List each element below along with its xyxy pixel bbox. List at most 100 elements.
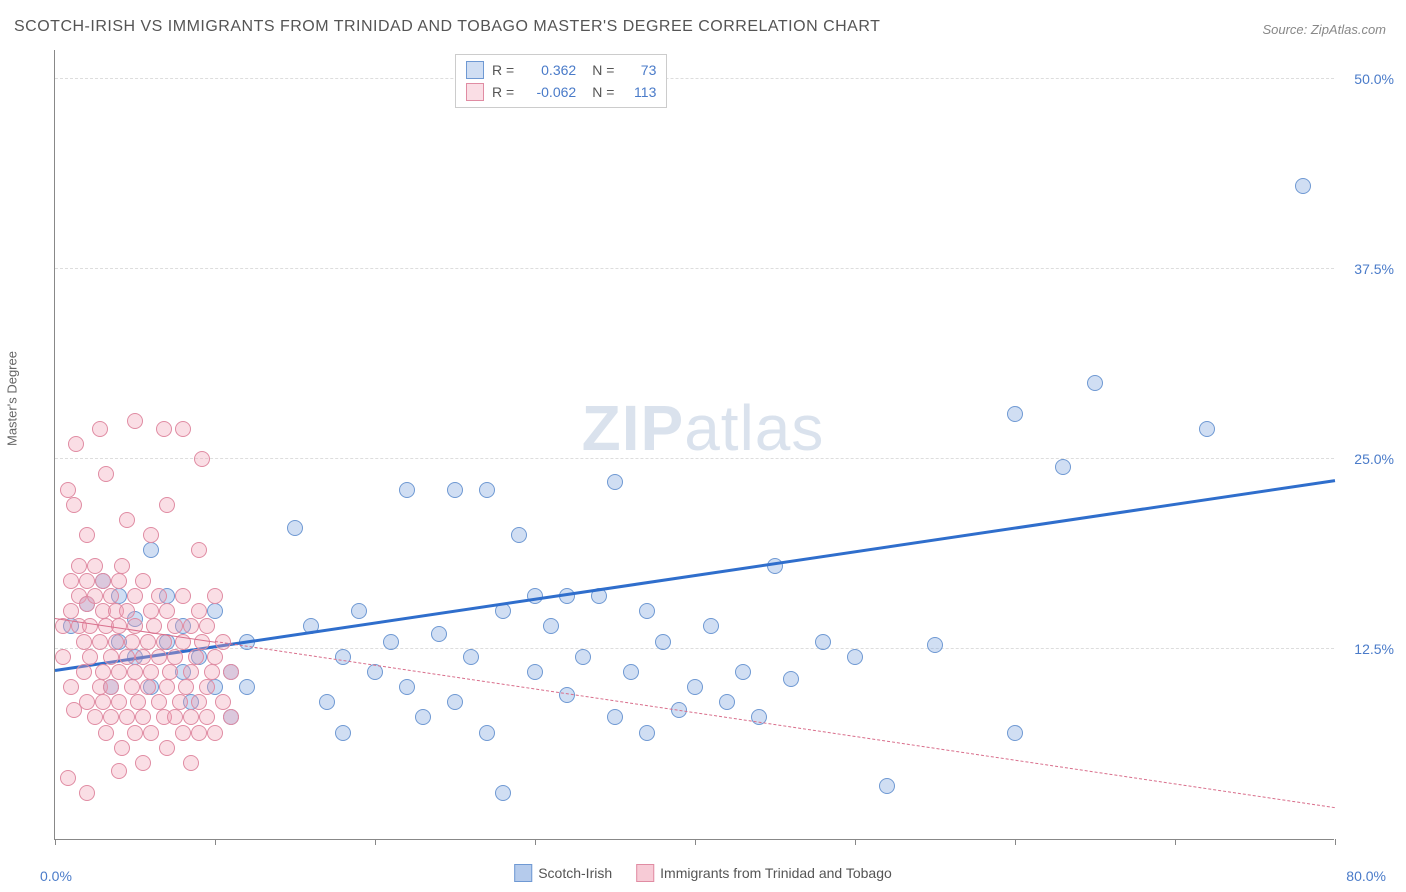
scatter-point <box>511 527 527 543</box>
scatter-point <box>183 709 199 725</box>
x-tick <box>535 839 536 845</box>
scatter-point <box>351 603 367 619</box>
chart-title: SCOTCH-IRISH VS IMMIGRANTS FROM TRINIDAD… <box>14 18 880 36</box>
scatter-point <box>479 725 495 741</box>
scatter-point <box>159 497 175 513</box>
scatter-point <box>188 649 204 665</box>
scatter-point <box>463 649 479 665</box>
stat-n-value: 113 <box>622 81 656 103</box>
scatter-point <box>167 649 183 665</box>
scatter-point <box>215 694 231 710</box>
x-tick <box>1015 839 1016 845</box>
scatter-point <box>92 634 108 650</box>
scatter-point <box>159 679 175 695</box>
scatter-point <box>1007 406 1023 422</box>
scatter-point <box>87 558 103 574</box>
scatter-point <box>71 558 87 574</box>
gridline <box>55 458 1334 459</box>
scatter-point <box>1087 375 1103 391</box>
legend-label: Immigrants from Trinidad and Tobago <box>660 865 892 881</box>
scatter-point <box>111 763 127 779</box>
scatter-point <box>127 588 143 604</box>
scatter-point <box>119 603 135 619</box>
scatter-point <box>1199 421 1215 437</box>
scatter-point <box>82 618 98 634</box>
scatter-point <box>140 634 156 650</box>
scatter-point <box>124 679 140 695</box>
scatter-point <box>119 649 135 665</box>
legend-item: Immigrants from Trinidad and Tobago <box>636 864 892 882</box>
stat-n-label: N = <box>592 81 614 103</box>
legend-swatch <box>636 864 654 882</box>
scatter-point <box>156 421 172 437</box>
gridline <box>55 78 1334 79</box>
y-tick-label: 50.0% <box>1354 71 1394 87</box>
x-tick <box>1335 839 1336 845</box>
scatter-point <box>783 671 799 687</box>
stat-n-label: N = <box>592 59 614 81</box>
scatter-point <box>63 603 79 619</box>
stat-r-label: R = <box>492 81 514 103</box>
scatter-point <box>135 573 151 589</box>
scatter-point <box>191 725 207 741</box>
scatter-point <box>76 664 92 680</box>
stat-r-value: 0.362 <box>522 59 576 81</box>
scatter-point <box>127 725 143 741</box>
scatter-point <box>135 649 151 665</box>
scatter-point <box>383 634 399 650</box>
scatter-point <box>127 664 143 680</box>
scatter-point <box>815 634 831 650</box>
scatter-point <box>847 649 863 665</box>
scatter-point <box>199 618 215 634</box>
x-tick <box>1175 839 1176 845</box>
scatter-point <box>1295 178 1311 194</box>
y-tick-label: 12.5% <box>1354 641 1394 657</box>
scatter-point <box>135 755 151 771</box>
stat-r-label: R = <box>492 59 514 81</box>
scatter-point <box>319 694 335 710</box>
scatter-point <box>927 637 943 653</box>
scatter-point <box>1055 459 1071 475</box>
x-tick <box>855 839 856 845</box>
scatter-point <box>495 785 511 801</box>
scatter-point <box>135 709 151 725</box>
scatter-point <box>127 413 143 429</box>
source-attribution: Source: ZipAtlas.com <box>1262 22 1386 37</box>
scatter-point <box>172 694 188 710</box>
legend-swatch <box>514 864 532 882</box>
scatter-point <box>87 709 103 725</box>
scatter-point <box>79 785 95 801</box>
scatter-point <box>108 634 124 650</box>
scatter-point <box>79 573 95 589</box>
x-axis-min-label: 0.0% <box>40 868 72 884</box>
scatter-point <box>1007 725 1023 741</box>
scatter-point <box>447 694 463 710</box>
scatter-point <box>719 694 735 710</box>
scatter-point <box>159 740 175 756</box>
scatter-point <box>63 679 79 695</box>
scatter-point <box>399 482 415 498</box>
scatter-point <box>87 588 103 604</box>
scatter-point <box>60 770 76 786</box>
scatter-point <box>151 588 167 604</box>
scatter-point <box>82 649 98 665</box>
scatter-point <box>639 725 655 741</box>
scatter-point <box>143 725 159 741</box>
scatter-point <box>191 542 207 558</box>
scatter-point <box>63 573 79 589</box>
scatter-point <box>575 649 591 665</box>
scatter-point <box>415 709 431 725</box>
scatter-point <box>143 603 159 619</box>
legend-swatch <box>466 83 484 101</box>
scatter-point <box>103 588 119 604</box>
scatter-point <box>207 588 223 604</box>
scatter-point <box>92 421 108 437</box>
scatter-point <box>159 603 175 619</box>
scatter-point <box>527 664 543 680</box>
scatter-point <box>431 626 447 642</box>
scatter-point <box>479 482 495 498</box>
scatter-point <box>623 664 639 680</box>
scatter-point <box>639 603 655 619</box>
stat-r-value: -0.062 <box>522 81 576 103</box>
scatter-point <box>607 474 623 490</box>
